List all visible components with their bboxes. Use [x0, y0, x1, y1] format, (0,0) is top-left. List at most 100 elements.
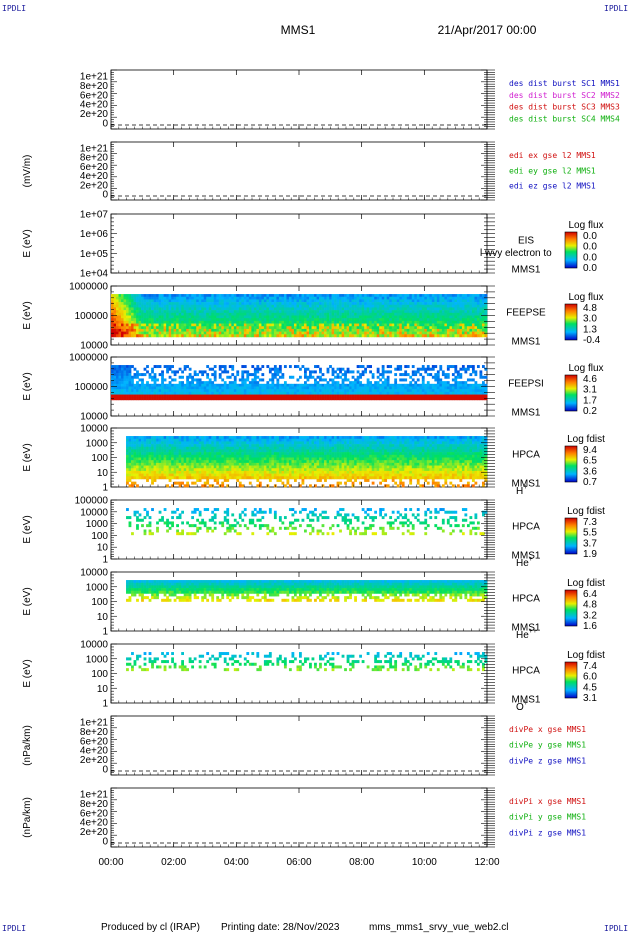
heatmap-cell — [301, 304, 305, 308]
heatmap-cell — [128, 386, 132, 390]
heatmap-cell — [434, 326, 438, 330]
heatmap-cell — [339, 318, 342, 322]
heatmap-cell — [171, 438, 174, 442]
heatmap-cell — [151, 481, 154, 485]
heatmap-cell — [238, 323, 242, 327]
heatmap-cell — [188, 294, 192, 298]
heatmap-cell — [218, 394, 222, 398]
heatmap-cell — [321, 323, 325, 327]
heatmap-cell — [111, 304, 114, 308]
heatmap-cell — [339, 304, 342, 308]
heatmap-cell — [241, 331, 245, 335]
heatmap-cell — [258, 383, 262, 387]
heatmap-cell — [191, 481, 195, 485]
heatmap-cell — [181, 444, 184, 448]
heatmap-cell — [266, 381, 270, 385]
heatmap-cell — [424, 391, 428, 395]
heatmap-cell — [118, 328, 122, 332]
heatmap-cell — [246, 389, 250, 393]
legend-entry: des dist burst SC2 MMS2 — [509, 91, 620, 100]
heatmap-cell — [191, 304, 195, 308]
heatmap-cell — [366, 328, 370, 332]
heatmap-cell — [118, 294, 122, 298]
heatmap-cell — [278, 318, 282, 322]
heatmap-cell — [116, 323, 119, 327]
heatmap-cell — [481, 296, 485, 300]
heatmap-cell — [241, 484, 245, 488]
heatmap-cell — [186, 470, 190, 474]
heatmap-cell — [128, 381, 132, 385]
heatmap-cell — [206, 460, 210, 464]
heatmap-cell — [243, 304, 247, 308]
heatmap-cell — [223, 446, 227, 450]
heatmap-cell — [336, 381, 340, 385]
heatmap-cell — [228, 473, 232, 477]
heatmap-cell — [386, 299, 390, 303]
heatmap-cell — [339, 312, 342, 316]
heatmap-cell — [464, 312, 468, 316]
heatmap-cell — [396, 315, 400, 319]
heatmap-cell — [424, 334, 428, 338]
heatmap-cell — [288, 394, 292, 398]
heatmap-cell — [133, 397, 137, 401]
heatmap-cell — [481, 294, 485, 298]
heatmap-cell — [211, 457, 215, 461]
heatmap-cell — [168, 334, 172, 338]
heatmap-cell — [288, 365, 292, 369]
heatmap-cell — [376, 320, 380, 324]
heatmap-cell — [183, 312, 187, 316]
heatmap-cell — [396, 365, 400, 369]
heatmap-cell — [148, 452, 152, 456]
heatmap-cell — [228, 397, 232, 401]
heatmap-cell — [173, 438, 177, 442]
heatmap-cell — [376, 383, 380, 387]
heatmap-cell — [278, 375, 282, 379]
heatmap-cell — [346, 370, 350, 374]
heatmap-cell — [218, 397, 222, 401]
heatmap-cell — [454, 370, 458, 374]
heatmap-cell — [436, 334, 440, 338]
heatmap-cell — [283, 320, 287, 324]
heatmap-cell — [386, 323, 390, 327]
heatmap-cell — [263, 391, 267, 395]
heatmap-cell — [176, 370, 179, 374]
heatmap-cell — [293, 394, 297, 398]
heatmap-cell — [336, 318, 340, 322]
heatmap-cell — [266, 386, 270, 390]
heatmap-cell — [441, 391, 445, 395]
heatmap-cell — [288, 296, 292, 300]
heatmap-cell — [186, 446, 190, 450]
heatmap-cell — [441, 383, 445, 387]
heatmap-cell — [334, 299, 337, 303]
heatmap-cell — [296, 294, 300, 298]
heatmap-cell — [451, 304, 455, 308]
heatmap-cell — [379, 378, 383, 382]
heatmap-cell — [426, 304, 430, 308]
heatmap-cell — [361, 386, 365, 390]
heatmap-cell — [151, 312, 154, 316]
heatmap-cell — [163, 389, 167, 393]
heatmap-cell — [273, 315, 277, 319]
heatmap-cell — [258, 310, 262, 314]
heatmap-cell — [441, 370, 445, 374]
heatmap-cell — [396, 331, 400, 335]
heatmap-cell — [454, 383, 458, 387]
heatmap-cell — [228, 375, 232, 379]
heatmap-cell — [241, 452, 245, 456]
heatmap-cell — [136, 326, 139, 330]
heatmap-cell — [123, 304, 127, 308]
heatmap-cell — [188, 328, 192, 332]
heatmap-cell — [324, 304, 327, 308]
heatmap-cell — [123, 373, 127, 377]
heatmap-cell — [464, 394, 468, 398]
heatmap-cell — [153, 296, 157, 300]
heatmap-cell — [123, 334, 127, 338]
heatmap-cell — [168, 391, 172, 395]
heatmap-cell — [331, 296, 335, 300]
heatmap-cell — [188, 454, 192, 458]
heatmap-cell — [288, 331, 292, 335]
heatmap-cell — [374, 320, 378, 324]
heatmap-cell — [283, 389, 287, 393]
heatmap-cell — [369, 296, 372, 300]
heatmap-cell — [238, 484, 242, 488]
